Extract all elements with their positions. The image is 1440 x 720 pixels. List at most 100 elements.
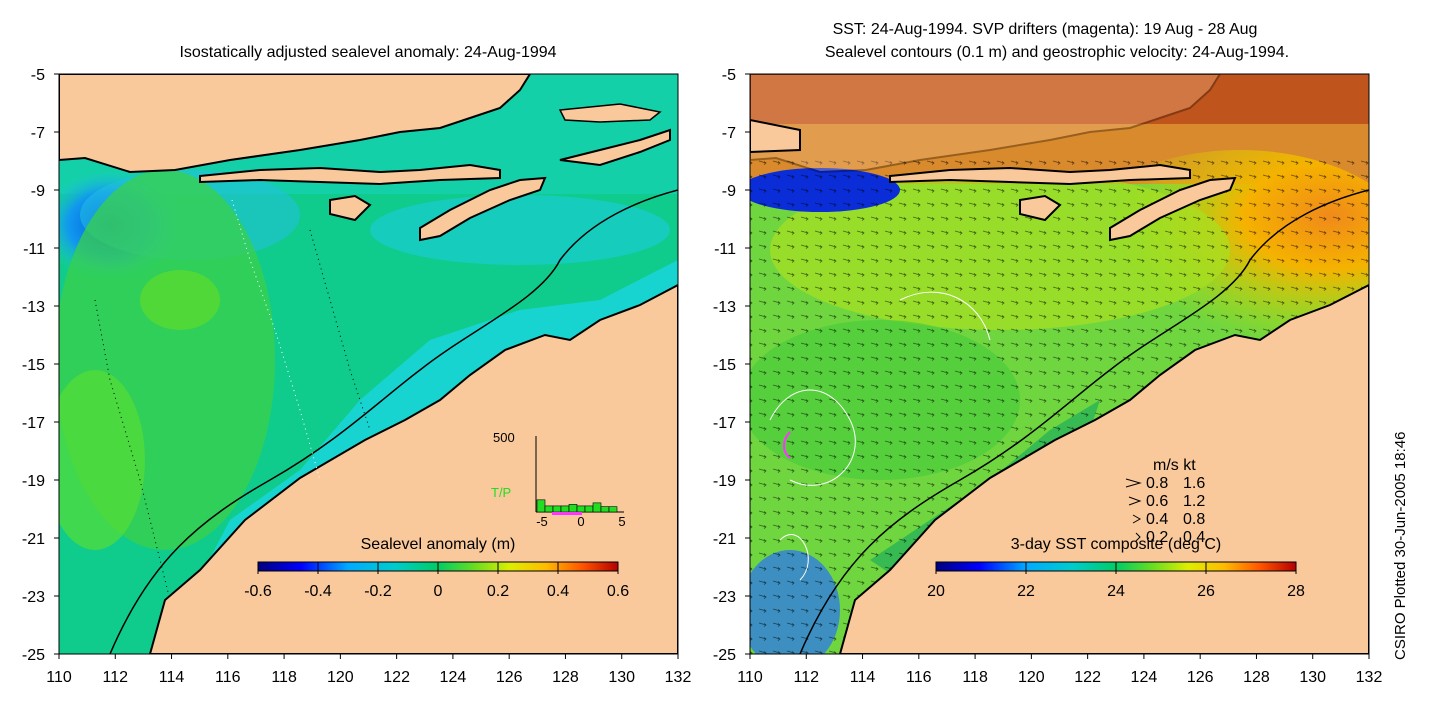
left-x-tick-label: 132 bbox=[665, 669, 692, 686]
left-x-tick-label: 112 bbox=[103, 669, 129, 686]
right-colorbar: 3-day SST composite (deg C) 20 22 24 26 28 bbox=[927, 536, 1305, 600]
right-colorbar-tick: 20 bbox=[927, 583, 945, 600]
right-y-tick-label: -7 bbox=[722, 125, 736, 142]
velocity-legend-header: m/s kt bbox=[1153, 457, 1196, 474]
right-y-tick-label: -9 bbox=[722, 183, 736, 200]
right-y-tick-label: -11 bbox=[714, 241, 736, 258]
histogram-series-label: T/P bbox=[491, 485, 511, 500]
left-x-tick-label: 122 bbox=[383, 669, 410, 686]
left-y-tick-label: -17 bbox=[22, 415, 45, 432]
right-y-tick-label: -21 bbox=[713, 531, 736, 548]
right-x-tick-label: 112 bbox=[794, 669, 820, 686]
velocity-legend-ms: 0.4 bbox=[1146, 511, 1168, 528]
left-colorbar-tick: -0.6 bbox=[244, 583, 272, 600]
left-x-tick-label: 126 bbox=[496, 669, 523, 686]
histogram-tick-right: 5 bbox=[618, 514, 625, 529]
histogram-bar bbox=[552, 505, 562, 513]
velocity-legend-kt: 1.6 bbox=[1183, 475, 1205, 492]
left-x-tick-label: 130 bbox=[608, 669, 635, 686]
right-x-tick-label: 130 bbox=[1299, 669, 1326, 686]
right-land-java bbox=[750, 74, 1222, 174]
right-y-tick-label: -5 bbox=[722, 67, 736, 84]
left-x-tick-label: 124 bbox=[440, 669, 467, 686]
right-map bbox=[750, 74, 1369, 654]
left-y-tick-label: -11 bbox=[23, 241, 45, 258]
histogram-bar bbox=[608, 506, 618, 513]
right-y-tick-label: -25 bbox=[713, 647, 736, 664]
left-y-tick-label: -5 bbox=[31, 67, 45, 84]
right-colorbar-tick: 26 bbox=[1197, 583, 1215, 600]
right-colorbar-tick: 22 bbox=[1017, 583, 1035, 600]
velocity-scale-arrow bbox=[1135, 532, 1141, 542]
left-colorbar-tick: 0.2 bbox=[487, 583, 509, 600]
histogram-ymax-label: 500 bbox=[493, 430, 515, 445]
velocity-scale-arrow bbox=[1128, 496, 1142, 506]
right-x-tick-label: 114 bbox=[850, 669, 876, 686]
left-colorbar-tick: 0.6 bbox=[607, 583, 629, 600]
histogram-bar bbox=[560, 505, 570, 513]
left-colorbar-label: Sealevel anomaly (m) bbox=[361, 536, 516, 553]
velocity-legend-kt: 1.2 bbox=[1183, 493, 1205, 510]
histogram-tick-left: -5 bbox=[536, 514, 548, 529]
histogram-tick-mid: 0 bbox=[577, 514, 584, 529]
left-colorbar: Sealevel anomaly (m) -0.6 -0.4 -0.2 0 0.2 0.4… bbox=[244, 536, 629, 600]
left-y-tick-label: -21 bbox=[22, 531, 45, 548]
left-axes: 110 112 114 116 118 120 122 124 126 128 130 132 -5 -7… bbox=[22, 67, 692, 686]
left-x-tick-label: 120 bbox=[327, 669, 354, 686]
histogram-bar bbox=[568, 504, 578, 513]
right-y-tick-label: -13 bbox=[713, 299, 736, 316]
histogram-bars bbox=[536, 499, 618, 513]
left-colorbar-tick: -0.2 bbox=[364, 583, 392, 600]
right-x-tick-label: 132 bbox=[1356, 669, 1383, 686]
right-colorbar-tick: 28 bbox=[1287, 583, 1305, 600]
right-x-tick-label: 124 bbox=[1131, 669, 1158, 686]
right-colorbar-tick: 24 bbox=[1107, 583, 1125, 600]
right-y-tick-label: -15 bbox=[713, 357, 736, 374]
velocity-scale-arrow bbox=[1132, 514, 1142, 524]
right-colorbar-label: 3-day SST composite (deg C) bbox=[1011, 536, 1221, 553]
left-x-tick-label: 114 bbox=[159, 669, 185, 686]
velocity-legend-ms: 0.6 bbox=[1146, 493, 1168, 510]
histogram-marker bbox=[552, 512, 582, 515]
velocity-legend-kt: 0.8 bbox=[1183, 511, 1205, 528]
velocity-legend-ms: 0.8 bbox=[1146, 475, 1168, 492]
histogram-inset: 500 T/P -5 0 5 bbox=[491, 430, 626, 529]
right-axes: 110 112 114 116 118 120 122 124 126 128 130 132 -5 -7… bbox=[713, 67, 1383, 686]
right-x-tick-label: 116 bbox=[906, 669, 932, 686]
right-x-tick-label: 128 bbox=[1243, 669, 1270, 686]
right-drifter-track bbox=[783, 431, 791, 459]
right-x-tick-label: 122 bbox=[1074, 669, 1101, 686]
right-title-line1: SST: 24-Aug-1994. SVP drifters (magenta)… bbox=[833, 21, 1258, 38]
left-land-islands bbox=[199, 128, 671, 242]
right-y-tick-label: -19 bbox=[713, 473, 736, 490]
left-colorbar-tick: 0.4 bbox=[547, 583, 569, 600]
histogram-bar bbox=[544, 505, 554, 513]
left-land-java bbox=[59, 74, 532, 174]
histogram-bar bbox=[584, 505, 594, 513]
right-x-tick-label: 120 bbox=[1018, 669, 1045, 686]
right-title-line2: Sealevel contours (0.1 m) and geostrophi… bbox=[825, 44, 1289, 61]
left-y-tick-label: -19 bbox=[22, 473, 45, 490]
histogram-bar bbox=[600, 506, 610, 513]
left-title: Isostatically adjusted sealevel anomaly:… bbox=[179, 44, 556, 61]
plot-credit: CSIRO Plotted 30-Jun-2005 18:46 bbox=[1392, 431, 1409, 660]
velocity-scale-arrow bbox=[1125, 478, 1142, 488]
right-x-tick-label: 118 bbox=[962, 669, 988, 686]
left-colorbar-tick: -0.4 bbox=[304, 583, 332, 600]
histogram-bar bbox=[592, 502, 602, 513]
left-y-tick-label: -15 bbox=[22, 357, 45, 374]
velocity-legend-ms: 0.2 bbox=[1146, 529, 1168, 546]
left-colorbar-tick: 0 bbox=[434, 583, 443, 600]
right-y-tick-label: -23 bbox=[713, 589, 736, 606]
right-land-islands bbox=[750, 118, 1237, 242]
right-x-tick-label: 110 bbox=[737, 669, 763, 686]
right-y-tick-label: -17 bbox=[713, 415, 736, 432]
left-y-tick-label: -23 bbox=[22, 589, 45, 606]
velocity-legend: m/s kt 0.8 1.60.6 1.20.4 0.80.2 0.4 bbox=[1125, 457, 1205, 546]
right-x-tick-label: 126 bbox=[1187, 669, 1214, 686]
left-x-tick-label: 110 bbox=[46, 669, 72, 686]
left-x-tick-label: 128 bbox=[552, 669, 579, 686]
left-y-tick-label: -13 bbox=[22, 299, 45, 316]
left-y-tick-label: -25 bbox=[22, 647, 45, 664]
left-y-tick-label: -7 bbox=[31, 125, 45, 142]
